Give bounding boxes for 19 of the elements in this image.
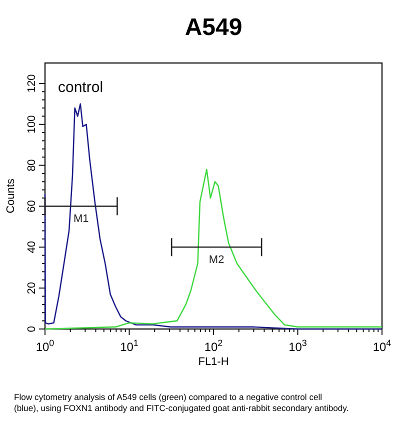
x-tick-label: 10$^{3}$ — [288, 338, 307, 354]
x-tick-label: 10$^{2}$ — [204, 338, 223, 354]
y-axis-title: Counts — [5, 178, 17, 214]
series-label: M2 — [208, 254, 224, 266]
y-tick-label: 20 — [26, 282, 38, 294]
y-tick-label: 120 — [26, 74, 38, 93]
y-tick-label: 60 — [26, 200, 38, 212]
x-axis-title: FL1-H — [198, 356, 229, 368]
x-tick-label: 10$^{0}$ — [36, 338, 54, 354]
series-label: M1 — [73, 213, 89, 226]
text: Flow cytometry analysis of A549 cells (green) compared to a negative control cell (blue), using FOXN1 antibody and FITC-conjugated goat anti-rabbit secondary antibody. — [14, 392, 349, 413]
x-tick-label: 10$^{1}$ — [120, 338, 138, 354]
y-tick-label: 40 — [26, 241, 38, 254]
annotation: control — [58, 79, 104, 96]
x-tick-label: 10$^{4}$ — [372, 338, 392, 354]
y-tick-label: 0 — [26, 326, 38, 332]
chart-title: A549 — [184, 14, 242, 41]
y-tick-label: 80 — [26, 159, 38, 172]
y-tick-label: 100 — [26, 115, 38, 134]
